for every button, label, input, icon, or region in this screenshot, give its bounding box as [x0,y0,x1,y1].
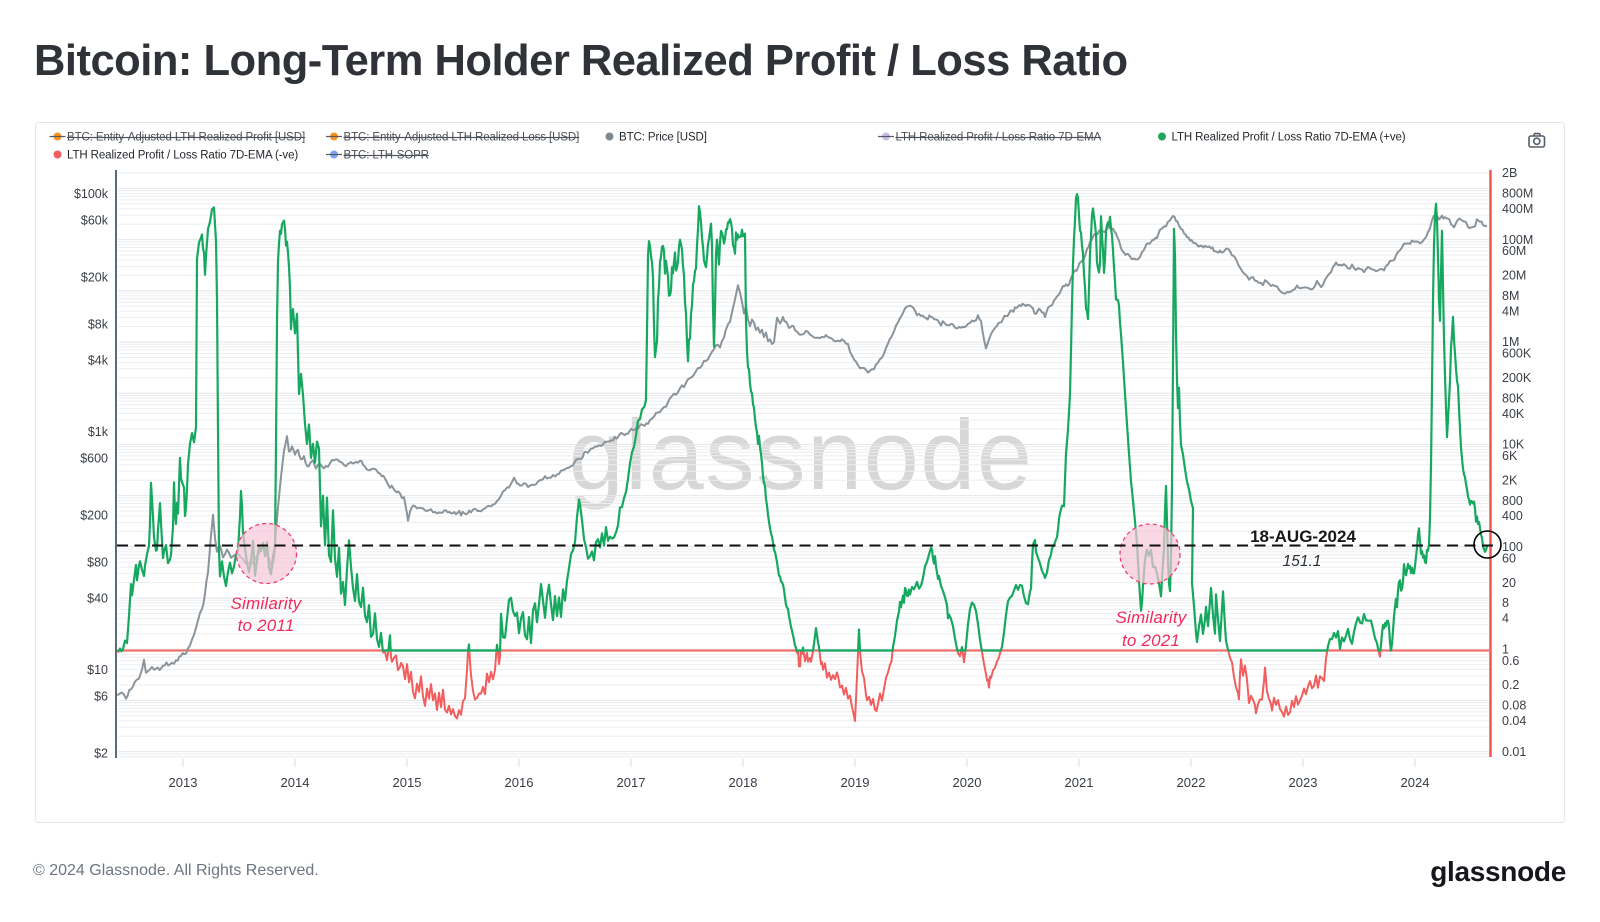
svg-text:1M: 1M [1502,335,1519,349]
svg-text:100M: 100M [1502,233,1533,247]
svg-text:$20k: $20k [81,270,109,284]
svg-text:2014: 2014 [281,775,310,790]
svg-text:2023: 2023 [1289,775,1318,790]
svg-text:20M: 20M [1502,269,1526,283]
svg-text:6K: 6K [1502,449,1518,463]
svg-text:0.08: 0.08 [1502,699,1526,713]
svg-text:151.1: 151.1 [1283,553,1322,570]
svg-text:$600: $600 [80,452,108,466]
svg-text:2015: 2015 [393,775,422,790]
svg-text:$60k: $60k [81,214,109,228]
svg-text:600K: 600K [1502,347,1532,361]
svg-text:2018: 2018 [729,775,758,790]
svg-text:Similarity: Similarity [231,594,303,613]
svg-text:4M: 4M [1502,304,1519,318]
svg-text:BTC: Price [USD]: BTC: Price [USD] [619,132,707,144]
svg-text:400M: 400M [1502,202,1533,216]
svg-text:$6: $6 [94,690,108,704]
svg-text:$1k: $1k [88,425,109,439]
svg-text:0.6: 0.6 [1502,654,1519,668]
svg-text:$80: $80 [87,556,108,570]
svg-text:BTC: Entity-Adjusted LTH Reali: BTC: Entity-Adjusted LTH Realized Loss [… [344,132,580,144]
svg-text:1: 1 [1502,642,1509,656]
svg-text:40K: 40K [1502,407,1525,421]
svg-text:LTH Realized Profit / Loss Rat: LTH Realized Profit / Loss Ratio 7D-EMA … [67,150,298,162]
svg-text:2019: 2019 [841,775,870,790]
svg-text:60: 60 [1502,551,1516,565]
svg-text:400: 400 [1502,509,1523,523]
svg-text:800: 800 [1502,494,1523,508]
svg-text:2020: 2020 [953,775,982,790]
svg-text:0.04: 0.04 [1502,714,1526,728]
svg-text:8M: 8M [1502,289,1519,303]
svg-text:60M: 60M [1502,244,1526,258]
svg-text:glassnode: glassnode [569,399,1034,510]
svg-text:$100k: $100k [74,187,109,201]
svg-text:10K: 10K [1502,438,1525,452]
svg-text:2021: 2021 [1065,775,1094,790]
svg-text:0.01: 0.01 [1502,745,1526,759]
svg-text:$40: $40 [87,592,108,606]
svg-text:$200: $200 [80,508,108,522]
svg-text:Bitcoin: Long-Term Holder Real: Bitcoin: Long-Term Holder Realized Profi… [34,37,1128,85]
svg-text:80K: 80K [1502,391,1525,405]
svg-text:$4k: $4k [88,354,109,368]
svg-text:to 2021: to 2021 [1122,631,1180,650]
svg-text:4: 4 [1502,612,1509,626]
svg-text:$10: $10 [87,663,108,677]
svg-text:$8k: $8k [88,318,109,332]
svg-text:800M: 800M [1502,187,1533,201]
svg-text:$2: $2 [94,746,108,760]
svg-text:© 2024 Glassnode. All Rights R: © 2024 Glassnode. All Rights Reserved. [33,862,319,879]
svg-text:2016: 2016 [505,775,534,790]
svg-text:0.2: 0.2 [1502,678,1519,692]
svg-text:200K: 200K [1502,371,1532,385]
svg-text:Similarity: Similarity [1116,608,1188,627]
svg-text:LTH Realized Profit / Loss Rat: LTH Realized Profit / Loss Ratio 7D-EMA … [1172,132,1406,144]
svg-text:BTC: LTH-SOPR: BTC: LTH-SOPR [344,150,429,162]
svg-text:2K: 2K [1502,473,1518,487]
svg-text:100: 100 [1502,540,1523,554]
svg-text:LTH Realized Profit / Loss Rat: LTH Realized Profit / Loss Ratio 7D-EMA [896,132,1102,144]
svg-text:to 2011: to 2011 [238,616,295,635]
svg-text:glassnode: glassnode [1430,856,1566,887]
svg-text:2024: 2024 [1401,775,1430,790]
svg-text:18-AUG-2024: 18-AUG-2024 [1250,527,1356,546]
svg-text:20: 20 [1502,576,1516,590]
svg-text:BTC: Entity-Adjusted LTH Reali: BTC: Entity-Adjusted LTH Realized Profit… [67,132,305,144]
svg-text:2B: 2B [1502,166,1517,180]
svg-text:2013: 2013 [169,775,198,790]
svg-text:8: 8 [1502,596,1509,610]
svg-text:2022: 2022 [1177,775,1206,790]
svg-text:2017: 2017 [617,775,646,790]
